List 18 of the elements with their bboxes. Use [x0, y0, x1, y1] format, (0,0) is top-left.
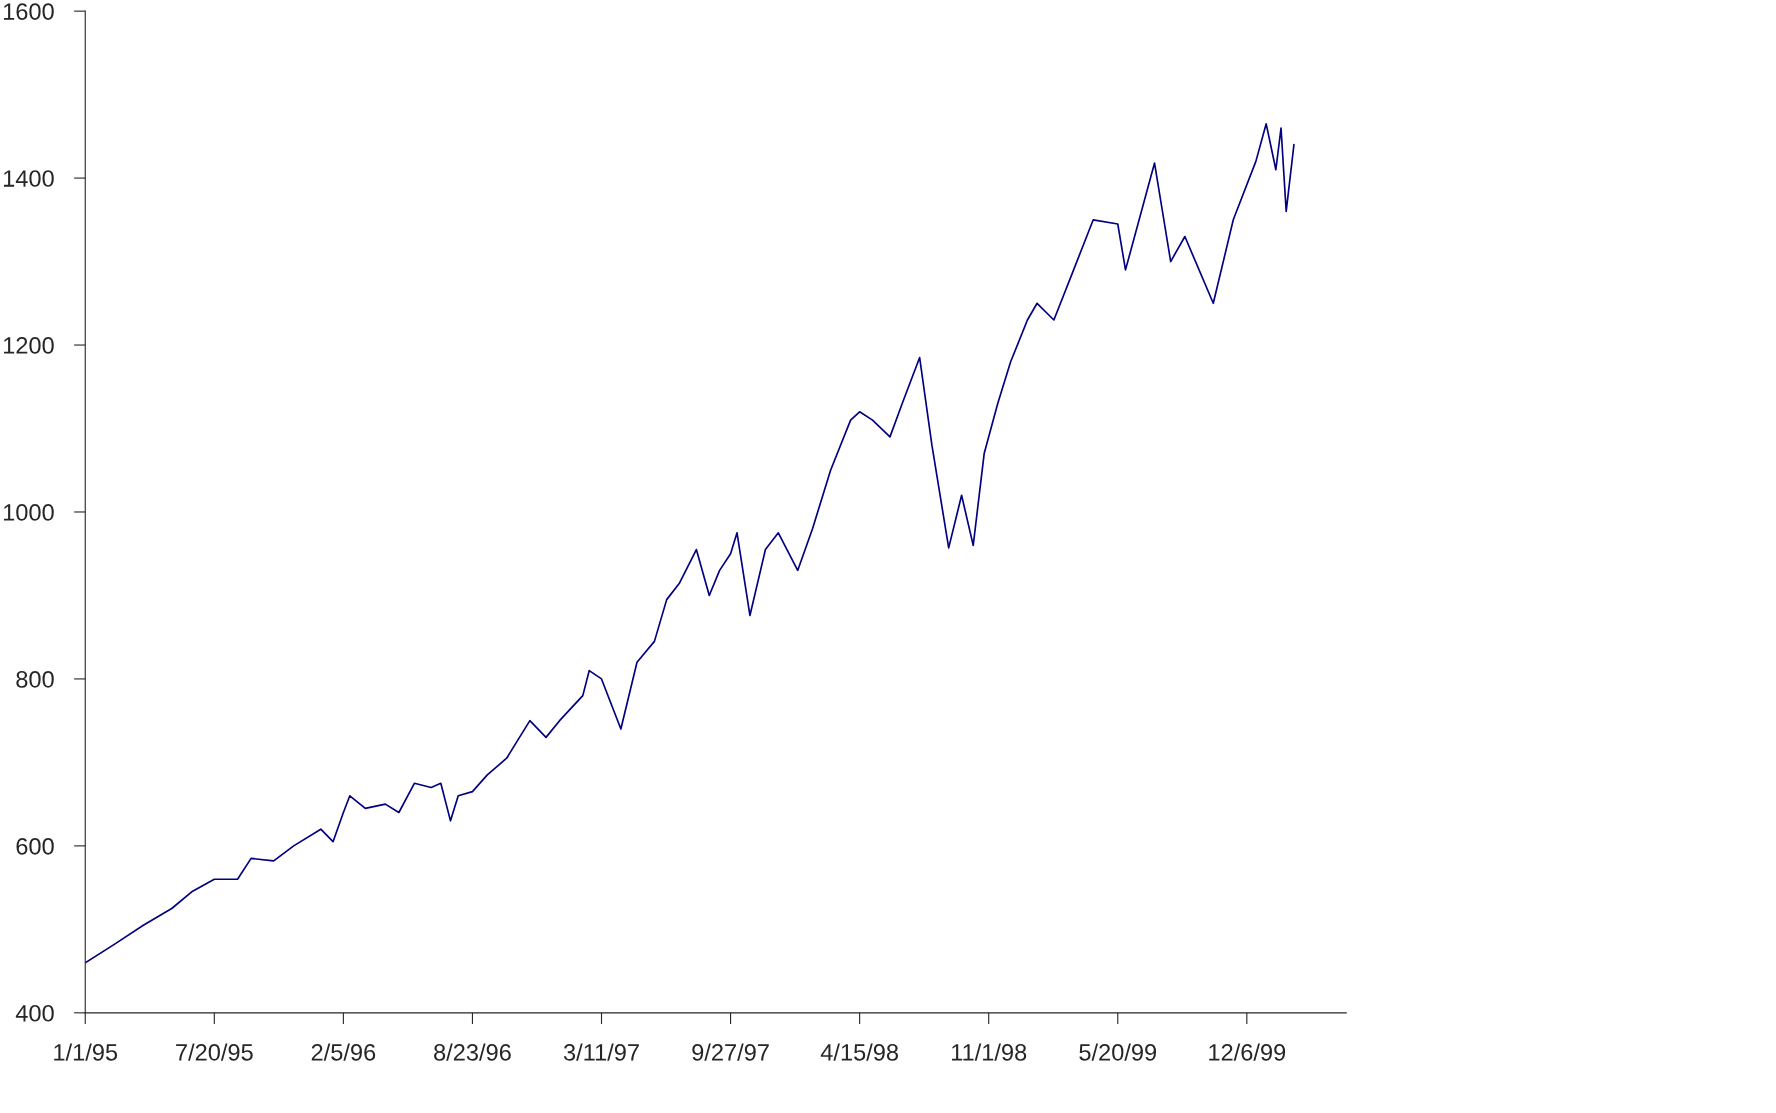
- x-tick-label: 7/20/95: [176, 1043, 253, 1061]
- x-tick-label: 2/5/96: [311, 1043, 376, 1061]
- x-tick-label: 1/1/95: [54, 1043, 118, 1061]
- x-tick-label: 9/27/97: [692, 1043, 769, 1061]
- y-tick-label: 1600: [3, 3, 54, 20]
- line-series: [85, 122, 1295, 964]
- y-tick-label: 400: [15, 1004, 54, 1022]
- x-tick-label: 4/15/98: [820, 1043, 898, 1061]
- y-tick-label: 1200: [3, 337, 54, 354]
- x-tick-label: 3/11/97: [563, 1043, 639, 1061]
- x-tick-label: 12/6/99: [1209, 1043, 1286, 1061]
- y-tick-label: 800: [16, 671, 54, 688]
- x-tick-label: 8/23/96: [434, 1043, 511, 1061]
- x-tick-label: 5/20/99: [1079, 1043, 1157, 1061]
- y-tick-label: 1400: [3, 170, 54, 187]
- x-tick-label: 11/1/98: [951, 1043, 1027, 1061]
- y-tick-label: 600: [16, 837, 54, 855]
- y-tick-label: 1000: [3, 504, 54, 521]
